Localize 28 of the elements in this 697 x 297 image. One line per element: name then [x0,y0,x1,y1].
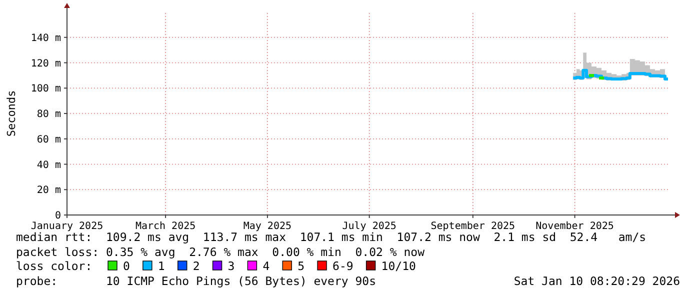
y-tick-label: 60 m [36,134,61,146]
y-tick-label: 80 m [36,109,61,120]
y-tick-label: 120 m [30,58,61,70]
text: median rtt: 109.2 ms avg 113.7 ms max 107.1 ms min 107.2 ms now 2.1 ms sd 52.4 am/s [16,230,646,244]
x-tick-label: May 2025 [243,221,292,232]
legend-title: loss color: [16,259,92,273]
legend-label: 5 [298,259,305,273]
y-tick-label: 140 m [30,32,61,44]
y-tick-label: 20 m [36,185,61,196]
legend-label: 4 [262,259,270,273]
y-tick-label: 40 m [36,160,61,171]
legend-label: 0 [123,259,130,273]
text: packet loss: 0.35 % avg 2.76 % max 0.00 % min 0.02 % now [16,245,425,259]
text: probe: 10 ICMP Echo Pings (56 Bytes) every 90s [16,274,376,288]
legend-label: 10/10 [381,259,416,273]
text: Sat Jan 10 08:20:29 2026 [514,274,680,288]
x-tick-label: March 2025 [135,221,196,232]
legend-label: 1 [158,259,165,273]
y-tick-label: 0 [54,210,61,222]
x-tick-label: September 2025 [430,221,516,232]
legend-label: 6-9 [332,259,354,273]
x-tick-label: January 2025 [30,221,104,232]
x-tick-label: July 2025 [342,221,396,232]
x-tick-label: November 2025 [536,221,614,232]
y-tick-label: 100 m [30,84,61,95]
y-axis-title: Seconds [5,90,18,137]
legend-label: 2 [192,259,200,273]
legend-label: 3 [228,259,235,273]
